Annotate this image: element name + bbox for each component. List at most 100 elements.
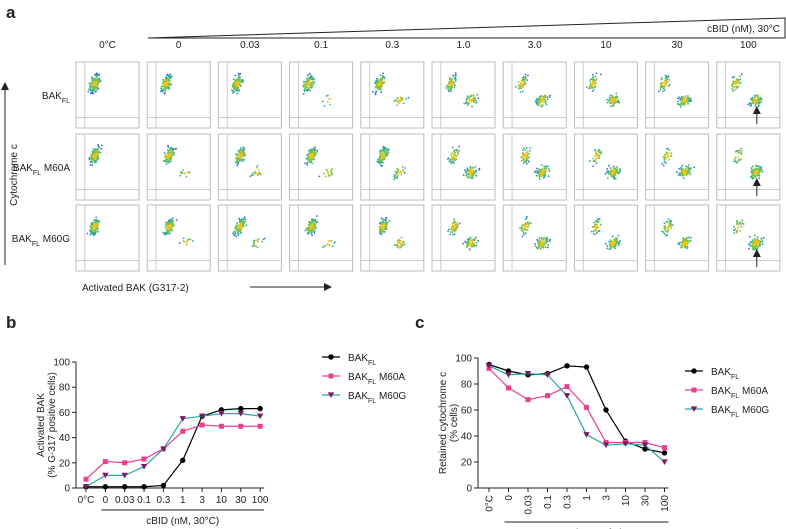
event-dot [402, 241, 404, 243]
event-dot [314, 221, 316, 223]
event-dot [609, 102, 611, 104]
event-dot [739, 223, 741, 225]
flow-plot [717, 134, 780, 200]
event-dot [683, 242, 685, 244]
event-dot [740, 148, 742, 150]
event-dot [688, 100, 690, 102]
event-dot [592, 165, 594, 167]
event-dot [397, 175, 399, 177]
event-dot [527, 151, 529, 153]
plot-frame [147, 134, 210, 200]
event-dot [449, 77, 451, 79]
x-tick-label: 0.03 [115, 495, 135, 506]
event-dot [522, 153, 524, 155]
event-dot [663, 222, 665, 224]
event-dot [94, 74, 96, 76]
event-dot [738, 151, 740, 153]
event-dot [588, 88, 590, 90]
panel-label: c [415, 313, 424, 332]
event-dot [762, 243, 764, 245]
event-dot [304, 163, 306, 165]
flow-plot [574, 62, 637, 128]
panel-label: a [6, 3, 16, 22]
event-dot [523, 232, 525, 234]
event-dot [94, 222, 96, 224]
event-dot [541, 170, 543, 172]
event-dot [756, 165, 758, 167]
event-dot [527, 75, 529, 77]
event-dot [661, 79, 663, 81]
event-dot [242, 80, 244, 82]
event-dot [615, 237, 617, 239]
event-dot [98, 158, 100, 160]
event-dot [595, 76, 597, 78]
event-dot [377, 81, 379, 83]
event-dot [739, 230, 741, 232]
event-dot [309, 230, 311, 232]
y-axis-label: (% G-317 positive cells) [47, 372, 58, 478]
event-dot [534, 243, 536, 245]
event-dot [397, 97, 399, 99]
event-dot [232, 233, 234, 235]
event-dot [235, 236, 237, 238]
event-dot [467, 241, 469, 243]
event-dot [586, 86, 588, 88]
event-dot [758, 165, 760, 167]
y-axis-label: (% cells) [449, 404, 460, 442]
event-dot [96, 154, 98, 156]
event-dot [396, 173, 398, 175]
event-dot [241, 150, 243, 152]
event-dot [258, 169, 260, 171]
x-tick-label: 0°C [78, 495, 95, 506]
event-dot [234, 234, 236, 236]
event-dot [523, 76, 525, 78]
plot-frame [574, 62, 637, 128]
event-dot [398, 241, 400, 243]
event-dot [101, 144, 103, 146]
event-dot [737, 80, 739, 82]
legend-label-main: BAK [348, 353, 368, 364]
event-dot [471, 240, 473, 242]
event-dot [322, 246, 324, 248]
event-dot [595, 233, 597, 235]
row-label-suffix: M60G [40, 234, 70, 245]
event-dot [751, 175, 753, 177]
event-dot [236, 229, 238, 231]
event-dot [327, 243, 329, 245]
event-dot [754, 240, 756, 242]
event-dot [385, 222, 387, 224]
event-dot [528, 224, 530, 226]
event-dot [97, 74, 99, 76]
x-tick-label: 0.3 [563, 495, 574, 509]
event-dot [589, 86, 591, 88]
plot-frame [574, 205, 637, 271]
data-point [564, 393, 570, 399]
event-dot [381, 85, 383, 87]
event-dot [663, 228, 665, 230]
row-label-main: BAK [13, 163, 33, 174]
event-dot [253, 244, 255, 246]
event-dot [257, 247, 259, 249]
event-dot [304, 230, 306, 232]
event-dot [525, 74, 527, 76]
event-dot [315, 219, 317, 221]
event-dot [614, 242, 616, 244]
y-tick-label: 80 [461, 380, 473, 391]
event-dot [95, 75, 97, 77]
data-point [603, 407, 608, 412]
event-dot [752, 178, 754, 180]
event-dot [463, 103, 465, 105]
plot-frame [717, 134, 780, 200]
event-dot [667, 155, 669, 157]
event-dot [396, 105, 398, 107]
event-dot [454, 233, 456, 235]
event-dot [161, 89, 163, 91]
x-axis-label: cBID (nM, 30°C) [146, 516, 219, 527]
event-dot [311, 218, 313, 220]
event-dot [97, 144, 99, 146]
flow-plot [646, 62, 709, 128]
event-dot [379, 157, 381, 159]
event-dot [546, 237, 548, 239]
event-dot [753, 244, 755, 246]
event-dot [544, 175, 546, 177]
